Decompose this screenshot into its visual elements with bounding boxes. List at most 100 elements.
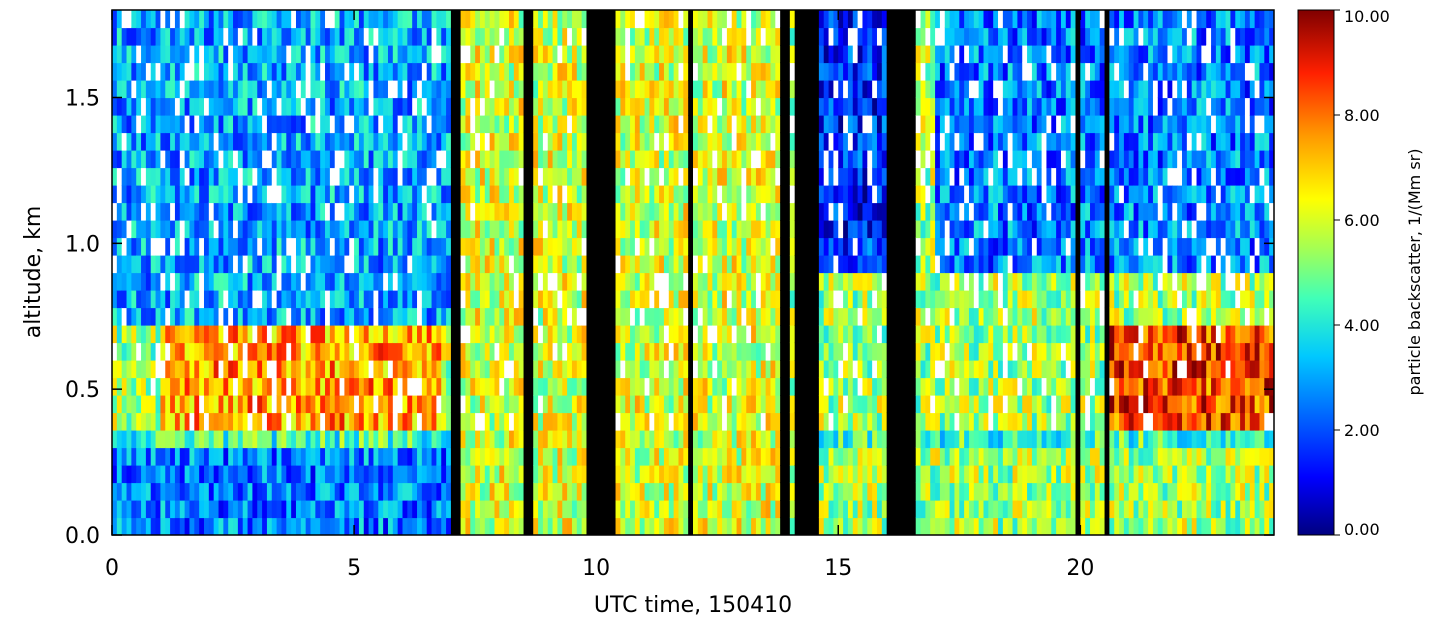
heatmap-cell bbox=[489, 45, 496, 64]
heatmap-cell bbox=[315, 45, 321, 64]
heatmap-cell bbox=[479, 27, 486, 46]
heatmap-cell bbox=[818, 237, 825, 256]
heatmap-cell bbox=[625, 27, 631, 46]
heatmap-cell bbox=[431, 10, 437, 29]
heatmap-cell bbox=[876, 10, 883, 29]
heatmap-cell bbox=[276, 465, 283, 484]
heatmap-cell bbox=[504, 115, 510, 134]
heatmap-cell bbox=[257, 150, 263, 169]
heatmap-cell bbox=[828, 237, 835, 256]
heatmap-cell bbox=[373, 360, 379, 379]
heatmap-cell bbox=[683, 115, 689, 134]
heatmap-cell bbox=[567, 465, 573, 484]
heatmap-cell bbox=[436, 377, 442, 396]
heatmap-cell bbox=[765, 10, 772, 29]
heatmap-cell bbox=[615, 150, 621, 169]
heatmap-cell bbox=[436, 290, 442, 309]
heatmap-cell bbox=[746, 10, 752, 29]
heatmap-cell bbox=[199, 272, 205, 291]
heatmap-cell bbox=[852, 185, 859, 204]
heatmap-cell bbox=[145, 395, 152, 414]
heatmap-cell bbox=[610, 97, 617, 116]
heatmap-cell bbox=[596, 377, 602, 396]
heatmap-cell bbox=[450, 307, 457, 326]
heatmap-cell bbox=[751, 185, 757, 204]
heatmap-cell bbox=[310, 27, 316, 46]
heatmap-cell bbox=[760, 517, 767, 535]
heatmap-cell bbox=[417, 412, 423, 431]
heatmap-cell bbox=[329, 290, 336, 309]
heatmap-cell bbox=[407, 517, 413, 535]
heatmap-cell bbox=[615, 447, 621, 466]
heatmap-cell bbox=[523, 27, 529, 46]
heatmap-cell bbox=[233, 342, 239, 361]
heatmap-cell bbox=[441, 290, 447, 309]
heatmap-cell bbox=[567, 237, 573, 256]
heatmap-cell bbox=[228, 255, 234, 274]
heatmap-cell bbox=[818, 62, 825, 81]
heatmap-cell bbox=[867, 80, 873, 99]
heatmap-cell bbox=[363, 10, 370, 29]
heatmap-cell bbox=[368, 430, 375, 449]
heatmap-cell bbox=[465, 45, 471, 64]
heatmap-cell bbox=[237, 220, 244, 239]
heatmap-cell bbox=[586, 150, 592, 169]
heatmap-cell bbox=[731, 27, 738, 46]
heatmap-cell bbox=[625, 307, 631, 326]
heatmap-cell bbox=[688, 500, 694, 519]
heatmap-cell bbox=[484, 500, 491, 519]
heatmap-cell bbox=[184, 255, 191, 274]
heatmap-cell bbox=[131, 45, 137, 64]
heatmap-cell bbox=[833, 115, 839, 134]
heatmap-cell bbox=[349, 307, 355, 326]
heatmap-cell bbox=[112, 10, 118, 29]
heatmap-cell bbox=[707, 150, 713, 169]
heatmap-cell bbox=[571, 307, 578, 326]
heatmap-cell bbox=[915, 325, 922, 344]
heatmap-cell bbox=[780, 360, 786, 379]
heatmap-cell bbox=[804, 167, 810, 186]
heatmap-cell bbox=[755, 202, 762, 221]
heatmap-cell bbox=[349, 325, 355, 344]
heatmap-cell bbox=[499, 430, 505, 449]
heatmap-cell bbox=[373, 447, 379, 466]
heatmap-cell bbox=[436, 10, 442, 29]
heatmap-cell bbox=[557, 465, 563, 484]
heatmap-cell bbox=[697, 45, 704, 64]
heatmap-cell bbox=[867, 377, 873, 396]
heatmap-cell bbox=[194, 395, 200, 414]
heatmap-cell bbox=[252, 80, 258, 99]
heatmap-cell bbox=[717, 430, 723, 449]
heatmap-cell bbox=[223, 167, 229, 186]
heatmap-cell bbox=[237, 132, 244, 151]
heatmap-cell bbox=[775, 97, 781, 116]
heatmap-cell bbox=[799, 412, 805, 431]
heatmap-cell bbox=[625, 80, 631, 99]
heatmap-cell bbox=[688, 395, 694, 414]
heatmap-cell bbox=[479, 150, 486, 169]
heatmap-cell bbox=[891, 97, 897, 116]
heatmap-cell bbox=[378, 360, 384, 379]
heatmap-cell bbox=[847, 447, 854, 466]
heatmap-cell bbox=[252, 307, 258, 326]
heatmap-cell bbox=[523, 167, 529, 186]
heatmap-cell bbox=[344, 517, 350, 535]
heatmap-cell bbox=[542, 220, 549, 239]
heatmap-cell bbox=[237, 272, 244, 291]
heatmap-cell bbox=[843, 80, 849, 99]
heatmap-cell bbox=[218, 185, 224, 204]
heatmap-cell bbox=[199, 62, 205, 81]
heatmap-cell bbox=[499, 517, 505, 535]
heatmap-cell bbox=[334, 395, 341, 414]
heatmap-cell bbox=[838, 97, 844, 116]
heatmap-cell bbox=[450, 255, 457, 274]
heatmap-cell bbox=[489, 97, 496, 116]
heatmap-cell bbox=[291, 307, 297, 326]
heatmap-cell bbox=[237, 325, 244, 344]
heatmap-cell bbox=[509, 412, 515, 431]
heatmap-cell bbox=[242, 377, 249, 396]
heatmap-cell bbox=[499, 150, 505, 169]
heatmap-cell bbox=[823, 500, 830, 519]
heatmap-cell bbox=[470, 97, 476, 116]
heatmap-cell bbox=[339, 255, 345, 274]
